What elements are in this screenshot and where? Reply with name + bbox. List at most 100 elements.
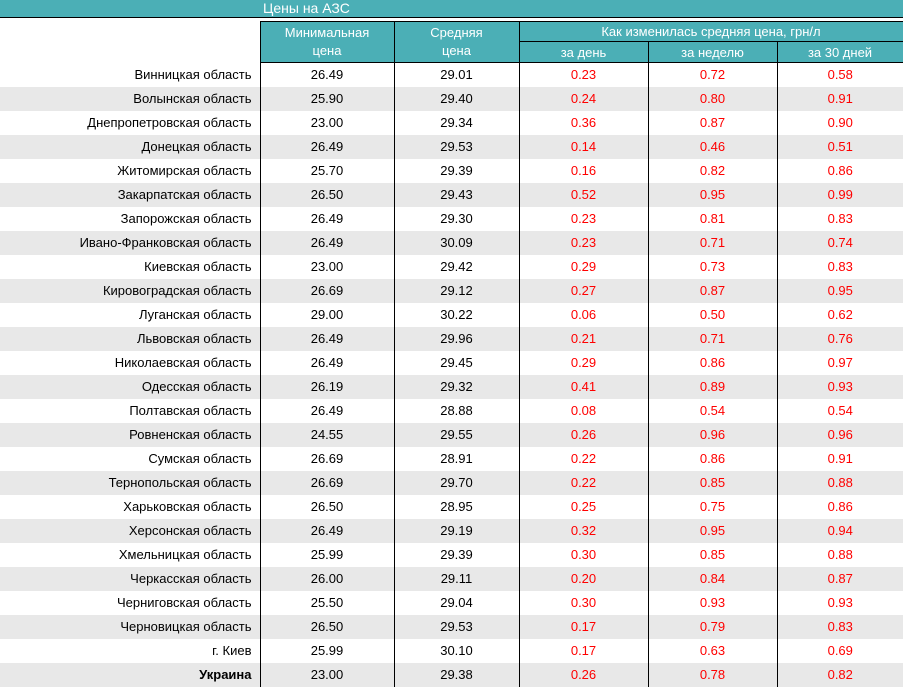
change-30d-cell: 0.95	[776, 279, 903, 303]
avg-price-cell: 29.38	[393, 663, 519, 687]
region-cell: Волынская область	[133, 91, 252, 106]
avg-price-cell: 30.22	[393, 303, 519, 327]
avg-price-cell: 29.40	[393, 87, 519, 111]
min-price-cell: 26.50	[259, 183, 394, 207]
change-week-cell: 0.78	[647, 663, 777, 687]
change-week-cell: 0.82	[647, 159, 777, 183]
region-column-header	[0, 21, 260, 63]
change-30d-header: за 30 дней	[776, 41, 903, 63]
change-30d-cell: 0.93	[776, 591, 903, 615]
change-30d-cell: 0.87	[776, 567, 903, 591]
region-cell: Николаевская область	[114, 355, 252, 370]
avg-price-cell: 29.19	[393, 519, 519, 543]
table-body: Винницкая область 26.49 29.01 0.23 0.72 …	[0, 62, 903, 687]
region-cell: Кировоградская область	[102, 283, 252, 298]
table-row: Полтавская область 26.49 28.88 0.08 0.54…	[0, 399, 903, 423]
change-day-cell: 0.16	[518, 159, 648, 183]
region-cell: Полтавская область	[129, 403, 252, 418]
min-price-cell: 26.50	[259, 495, 394, 519]
min-price-cell: 26.49	[259, 207, 394, 231]
change-day-cell: 0.29	[518, 351, 648, 375]
min-price-column-header: Минимальная цена	[259, 21, 395, 63]
region-cell: Тернопольская область	[108, 475, 252, 490]
change-30d-cell: 0.51	[776, 135, 903, 159]
table-row: Ровненская область 24.55 29.55 0.26 0.96…	[0, 423, 903, 447]
change-30d-cell: 0.83	[776, 207, 903, 231]
region-cell: Закарпатская область	[117, 187, 252, 202]
region-cell: Донецкая область	[141, 139, 252, 154]
change-30d-cell: 0.91	[776, 87, 903, 111]
change-day-cell: 0.23	[518, 207, 648, 231]
change-week-cell: 0.95	[647, 519, 777, 543]
min-price-cell: 23.00	[259, 663, 394, 687]
change-week-cell: 0.85	[647, 471, 777, 495]
change-30d-cell: 0.76	[776, 327, 903, 351]
table-row: Луганская область 29.00 30.22 0.06 0.50 …	[0, 303, 903, 327]
change-week-cell: 0.89	[647, 375, 777, 399]
change-day-cell: 0.32	[518, 519, 648, 543]
region-cell: Черкасская область	[130, 571, 252, 586]
table-row: Волынская область 25.90 29.40 0.24 0.80 …	[0, 87, 903, 111]
avg-price-cell: 29.42	[393, 255, 519, 279]
change-week-cell: 0.46	[647, 135, 777, 159]
change-day-cell: 0.20	[518, 567, 648, 591]
region-cell: Украина	[199, 667, 252, 682]
change-week-cell: 0.71	[647, 327, 777, 351]
table-row: Харьковская область 26.50 28.95 0.25 0.7…	[0, 495, 903, 519]
table-row: Львовская область 26.49 29.96 0.21 0.71 …	[0, 327, 903, 351]
table-row: Киевская область 23.00 29.42 0.29 0.73 0…	[0, 255, 903, 279]
avg-price-cell: 29.04	[393, 591, 519, 615]
change-30d-cell: 0.83	[776, 255, 903, 279]
change-group-header: Как изменилась средняя цена, грн/л	[518, 21, 903, 42]
region-cell: Киевская область	[144, 259, 252, 274]
change-day-cell: 0.23	[518, 231, 648, 255]
table-row: Одесская область 26.19 29.32 0.41 0.89 0…	[0, 375, 903, 399]
region-cell: Черновицкая область	[120, 619, 252, 634]
change-week-cell: 0.54	[647, 399, 777, 423]
region-cell: Житомирская область	[117, 163, 252, 178]
region-cell: Винницкая область	[134, 66, 252, 82]
change-30d-cell: 0.94	[776, 519, 903, 543]
change-week-cell: 0.50	[647, 303, 777, 327]
table-row: Черновицкая область 26.50 29.53 0.17 0.7…	[0, 615, 903, 639]
change-week-cell: 0.71	[647, 231, 777, 255]
change-day-cell: 0.17	[518, 615, 648, 639]
avg-price-cell: 29.55	[393, 423, 519, 447]
min-price-cell: 26.49	[259, 327, 394, 351]
min-price-cell: 26.69	[259, 471, 394, 495]
region-cell: г. Киев	[212, 643, 252, 658]
change-day-cell: 0.24	[518, 87, 648, 111]
table-row: Житомирская область 25.70 29.39 0.16 0.8…	[0, 159, 903, 183]
change-30d-cell: 0.74	[776, 231, 903, 255]
min-price-cell: 26.49	[259, 519, 394, 543]
avg-price-cell: 28.95	[393, 495, 519, 519]
change-30d-cell: 0.99	[776, 183, 903, 207]
change-week-cell: 0.93	[647, 591, 777, 615]
min-price-cell: 26.49	[259, 399, 394, 423]
min-price-cell: 26.00	[259, 567, 394, 591]
table-row: Черкасская область 26.00 29.11 0.20 0.84…	[0, 567, 903, 591]
min-price-header-line2: цена	[312, 43, 342, 58]
region-cell: Луганская область	[138, 307, 252, 322]
change-week-cell: 0.85	[647, 543, 777, 567]
region-cell: Ровненская область	[129, 427, 252, 442]
min-price-cell: 26.49	[259, 351, 394, 375]
min-price-cell: 26.69	[259, 279, 394, 303]
region-cell: Хмельницкая область	[118, 547, 252, 562]
change-30d-cell: 0.91	[776, 447, 903, 471]
avg-price-header-line1: Средняя	[430, 25, 483, 40]
min-price-cell: 25.99	[259, 543, 394, 567]
fuel-price-table: Минимальная цена Средняя цена Как измени…	[0, 21, 903, 687]
change-30d-cell: 0.96	[776, 423, 903, 447]
min-price-cell: 23.00	[259, 111, 394, 135]
change-week-cell: 0.80	[647, 87, 777, 111]
region-cell: Херсонская область	[128, 523, 252, 538]
avg-price-cell: 29.53	[393, 615, 519, 639]
min-price-header-line1: Минимальная	[284, 25, 370, 40]
change-day-cell: 0.25	[518, 495, 648, 519]
min-price-cell: 25.90	[259, 87, 394, 111]
change-30d-cell: 0.62	[776, 303, 903, 327]
table-row: Херсонская область 26.49 29.19 0.32 0.95…	[0, 519, 903, 543]
table-row: Днепропетровская область 23.00 29.34 0.3…	[0, 111, 903, 135]
change-day-cell: 0.26	[518, 663, 648, 687]
